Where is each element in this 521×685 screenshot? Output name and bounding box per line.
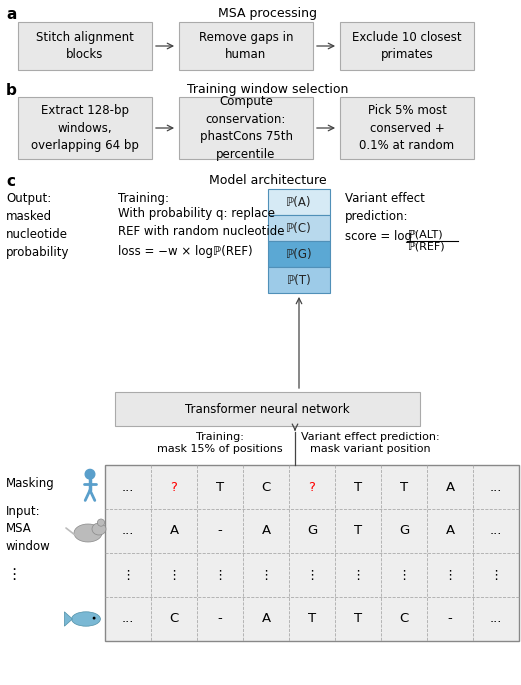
Bar <box>268 215 330 241</box>
Ellipse shape <box>74 524 102 542</box>
Text: MSA processing: MSA processing <box>218 7 317 20</box>
Text: -: - <box>218 612 222 625</box>
Text: ℙ(REF): ℙ(REF) <box>408 242 445 251</box>
Text: a: a <box>6 7 16 22</box>
Text: A: A <box>445 525 454 538</box>
Text: ℙ(ALT): ℙ(ALT) <box>408 229 443 239</box>
Text: ...: ... <box>490 525 502 538</box>
Text: ⋮: ⋮ <box>167 569 181 582</box>
Bar <box>115 392 420 426</box>
Bar <box>179 97 313 159</box>
Text: score = log: score = log <box>345 230 412 243</box>
Text: A: A <box>169 525 179 538</box>
Text: Transformer neural network: Transformer neural network <box>185 403 350 416</box>
Text: ...: ... <box>122 612 134 625</box>
Text: Training:: Training: <box>118 192 169 205</box>
Text: loss = −w × logℙ(REF): loss = −w × logℙ(REF) <box>118 245 253 258</box>
Text: T: T <box>354 525 362 538</box>
Text: Output:
masked
nucleotide
probability: Output: masked nucleotide probability <box>6 192 69 259</box>
Text: Extract 128-bp
windows,
overlapping 64 bp: Extract 128-bp windows, overlapping 64 b… <box>31 104 139 152</box>
Text: ...: ... <box>490 480 502 493</box>
Polygon shape <box>65 612 72 626</box>
Text: Training:: Training: <box>196 432 244 442</box>
Ellipse shape <box>92 523 106 535</box>
Text: G: G <box>399 525 409 538</box>
Circle shape <box>93 616 95 619</box>
Text: ⋮: ⋮ <box>398 569 411 582</box>
Bar <box>340 97 474 159</box>
Text: ⋮: ⋮ <box>305 569 319 582</box>
Text: ⋮: ⋮ <box>443 569 456 582</box>
Text: Variant effect prediction:: Variant effect prediction: <box>301 432 439 442</box>
Text: Compute
conservation:
phastCons 75th
percentile: Compute conservation: phastCons 75th per… <box>200 95 292 161</box>
Text: G: G <box>307 525 317 538</box>
Bar <box>340 22 474 70</box>
Text: mask variant position: mask variant position <box>309 444 430 454</box>
Text: c: c <box>6 174 15 189</box>
Bar <box>18 22 152 70</box>
Text: T: T <box>308 612 316 625</box>
Bar <box>268 267 330 293</box>
Text: Stitch alignment
blocks: Stitch alignment blocks <box>36 31 134 61</box>
Text: ?: ? <box>308 480 315 493</box>
Text: ?: ? <box>170 480 178 493</box>
Text: ⋮: ⋮ <box>351 569 365 582</box>
Text: Pick 5% most
conserved +
0.1% at random: Pick 5% most conserved + 0.1% at random <box>359 104 454 152</box>
Text: ⋮: ⋮ <box>259 569 272 582</box>
Text: ℙ(C): ℙ(C) <box>286 221 312 234</box>
Text: ℙ(G): ℙ(G) <box>286 247 312 260</box>
Text: Variant effect
prediction:: Variant effect prediction: <box>345 192 425 223</box>
Bar <box>105 465 519 641</box>
Bar <box>268 189 330 215</box>
Text: C: C <box>262 480 270 493</box>
Bar <box>18 97 152 159</box>
Text: ⋮: ⋮ <box>214 569 227 582</box>
Text: -: - <box>218 525 222 538</box>
Bar <box>268 241 330 267</box>
Text: b: b <box>6 83 17 98</box>
Text: T: T <box>400 480 408 493</box>
Text: C: C <box>169 612 179 625</box>
Text: With probability q: replace
REF with random nucleotide: With probability q: replace REF with ran… <box>118 207 284 238</box>
Ellipse shape <box>71 612 101 626</box>
Text: ℙ(A): ℙ(A) <box>286 195 312 208</box>
Text: ...: ... <box>122 480 134 493</box>
Text: ⋮: ⋮ <box>121 569 134 582</box>
Text: ...: ... <box>490 612 502 625</box>
Circle shape <box>85 469 95 479</box>
Text: T: T <box>354 480 362 493</box>
Text: A: A <box>262 525 270 538</box>
Text: T: T <box>216 480 224 493</box>
Text: Training window selection: Training window selection <box>188 83 349 96</box>
Text: ...: ... <box>122 525 134 538</box>
Text: Masking: Masking <box>6 477 55 490</box>
Text: C: C <box>400 612 408 625</box>
Text: Model architecture: Model architecture <box>209 174 327 187</box>
Text: -: - <box>448 612 452 625</box>
Text: Remove gaps in
human: Remove gaps in human <box>199 31 293 61</box>
Text: A: A <box>445 480 454 493</box>
Text: A: A <box>262 612 270 625</box>
Text: ⋮: ⋮ <box>6 567 22 582</box>
Text: ℙ(T): ℙ(T) <box>287 273 312 286</box>
Circle shape <box>97 519 105 526</box>
Text: Input:
MSA
window: Input: MSA window <box>6 506 51 553</box>
Text: mask 15% of positions: mask 15% of positions <box>157 444 283 454</box>
Bar <box>179 22 313 70</box>
Text: T: T <box>354 612 362 625</box>
Text: ⋮: ⋮ <box>489 569 503 582</box>
Text: Exclude 10 closest
primates: Exclude 10 closest primates <box>352 31 462 61</box>
